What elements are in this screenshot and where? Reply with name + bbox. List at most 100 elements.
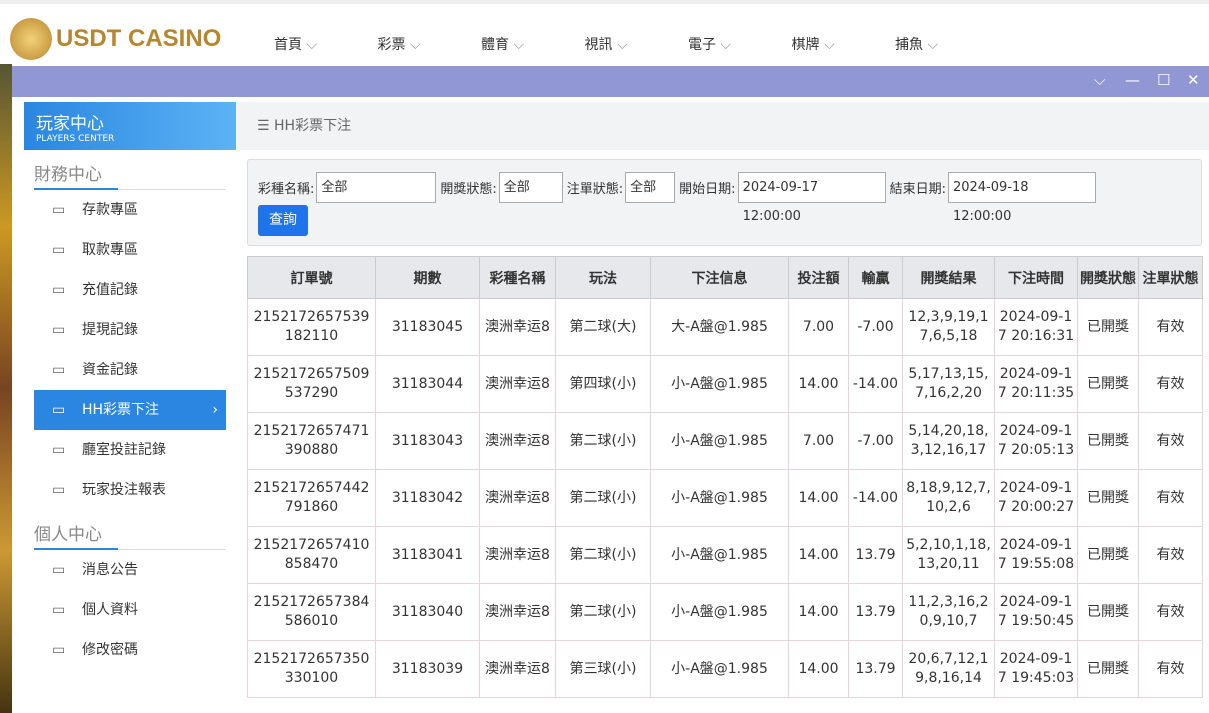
cell: 31183043 (375, 412, 480, 470)
row: 2152172657509537290 31183044 澳洲幸运8 第四球(小) 小-… (247, 355, 1203, 413)
cell: 2152172657442791860 (247, 469, 376, 527)
cell: 澳洲幸运8 (479, 298, 556, 356)
title-bar: ⌵ — ☐ ✕ (12, 66, 1209, 97)
cell: 第二球(大) (555, 298, 651, 356)
cell: 小-A盤@1.985 (650, 640, 789, 698)
filter-input[interactable]: 2024-09-18 12:00:00 (947, 172, 1096, 224)
menu-item[interactable]: 個人資料 (34, 590, 226, 630)
cell: -7.00 (848, 298, 903, 356)
cell: 14.00 (788, 640, 849, 698)
menu-item[interactable]: 玩家投注報表 (34, 470, 226, 510)
menu-item[interactable]: 消息公告 (34, 550, 226, 590)
cell: 澳洲幸运8 (479, 583, 556, 641)
filter-input[interactable]: 全部 (498, 172, 563, 203)
cell: 2152172657509537290 (247, 355, 376, 413)
filter-label: 結束日期: (889, 182, 946, 197)
menu-item[interactable]: 資金記錄 (34, 350, 226, 390)
cell: 7.00 (788, 412, 849, 470)
cell: 有效 (1138, 298, 1203, 356)
cell: 已開獎 (1077, 526, 1139, 584)
cell: 有效 (1138, 640, 1203, 698)
cell: 已開獎 (1077, 298, 1139, 356)
search-button[interactable]: 查詢 (258, 205, 308, 236)
cell: 第三球(小) (555, 640, 651, 698)
nav-item[interactable]: 棋牌 (792, 34, 896, 54)
background (0, 64, 12, 713)
cell: 2152172657471390880 (247, 412, 376, 470)
cell: 5,17,13,15,7,16,2,20 (902, 355, 995, 413)
cell: 第二球(小) (555, 412, 651, 470)
cell: -14.00 (848, 355, 903, 413)
cell: 13.79 (848, 640, 903, 698)
table: 訂單號 期數 彩種名稱 玩法 下注信息 投注額 輸贏 開獎結果 下注時間 開獎狀態 注單狀態 2152… (247, 256, 1203, 698)
cell: 31183041 (375, 526, 480, 584)
cell: -14.00 (848, 469, 903, 527)
cell: 13.79 (848, 583, 903, 641)
cell: 31183042 (375, 469, 480, 527)
cell: 澳洲幸运8 (479, 469, 556, 527)
filter-bar: 彩種名稱: 全部 開獎狀態: 全部 注單狀態: 全部 開始日期: 2024-09-17 12:… (247, 159, 1202, 246)
row: 2152172657410858470 31183041 澳洲幸运8 第二球(小) 小-… (247, 526, 1203, 584)
section-title: 個人中心 (34, 520, 226, 550)
nav-item[interactable]: 首頁 (274, 34, 378, 54)
cell: 13.79 (848, 526, 903, 584)
section-title-text: 財務中心 (34, 160, 118, 190)
cell: 小-A盤@1.985 (650, 526, 789, 584)
cell: 小-A盤@1.985 (650, 469, 789, 527)
cell: 大-A盤@1.985 (650, 298, 789, 356)
cell: 7.00 (788, 298, 849, 356)
column-header: 期數 (375, 256, 480, 299)
cell: 2024-09-17 20:05:13 (994, 412, 1078, 470)
filter-input[interactable]: 全部 (625, 172, 676, 203)
cell: 第二球(小) (555, 469, 651, 527)
nav-item[interactable]: 捕魚 (895, 34, 999, 54)
filter-label: 開獎狀態: (440, 182, 497, 197)
cell: 已開獎 (1077, 355, 1139, 413)
row: 2152172657539182110 31183045 澳洲幸运8 第二球(大) 大-… (247, 298, 1203, 356)
cell: 有效 (1138, 469, 1203, 527)
sidebar-subtitle: PLAYERS CENTER (36, 134, 115, 144)
menu-item[interactable]: 存款專區 (34, 190, 226, 230)
cell: 小-A盤@1.985 (650, 355, 789, 413)
menu-item[interactable]: 廳室投註記錄 (34, 430, 226, 470)
cell: 澳洲幸运8 (479, 412, 556, 470)
cell: 14.00 (788, 583, 849, 641)
cell: 20,6,7,12,19,8,16,14 (902, 640, 995, 698)
menu-item[interactable]: 充值記錄 (34, 270, 226, 310)
menu-item[interactable]: 修改密碼 (34, 630, 226, 670)
nav-item[interactable]: 電子 (688, 34, 792, 54)
cell: 14.00 (788, 469, 849, 527)
cell: 第二球(小) (555, 583, 651, 641)
sidebar-title: 玩家中心 (36, 114, 104, 134)
column-header: 訂單號 (247, 256, 376, 299)
menu-item[interactable]: HH彩票下注 (34, 390, 226, 430)
logo-text: USDT CASINO (56, 25, 222, 52)
nav-item[interactable]: 彩票 (378, 34, 482, 54)
cell: 2152172657350330100 (247, 640, 376, 698)
cell: 2152172657410858470 (247, 526, 376, 584)
cell: 有效 (1138, 355, 1203, 413)
cell: 第四球(小) (555, 355, 651, 413)
cell: 有效 (1138, 583, 1203, 641)
cell: 小-A盤@1.985 (650, 412, 789, 470)
cell: 2152172657384586010 (247, 583, 376, 641)
cell: 2152172657539182110 (247, 298, 376, 356)
cell: 31183045 (375, 298, 480, 356)
menu-item[interactable]: 提現記錄 (34, 310, 226, 350)
column-header: 注單狀態 (1138, 256, 1203, 299)
filter-field: 開獎狀態: 全部 (440, 172, 563, 203)
filter-input[interactable]: 2024-09-17 12:00:00 (737, 172, 886, 224)
cell: 2024-09-17 19:55:08 (994, 526, 1078, 584)
filter-input[interactable]: 全部 (316, 172, 437, 203)
logo[interactable]: USDT CASINO (10, 18, 221, 60)
nav-item[interactable]: 體育 (481, 34, 585, 54)
filter-label: 彩種名稱: (258, 182, 315, 197)
nav-item[interactable]: 視訊 (585, 34, 689, 54)
cell: -7.00 (848, 412, 903, 470)
column-header: 下注時間 (994, 256, 1078, 299)
menu-item[interactable]: 取款專區 (34, 230, 226, 270)
cell: 小-A盤@1.985 (650, 583, 789, 641)
row: 2152172657471390880 31183043 澳洲幸运8 第二球(小) 小-… (247, 412, 1203, 470)
